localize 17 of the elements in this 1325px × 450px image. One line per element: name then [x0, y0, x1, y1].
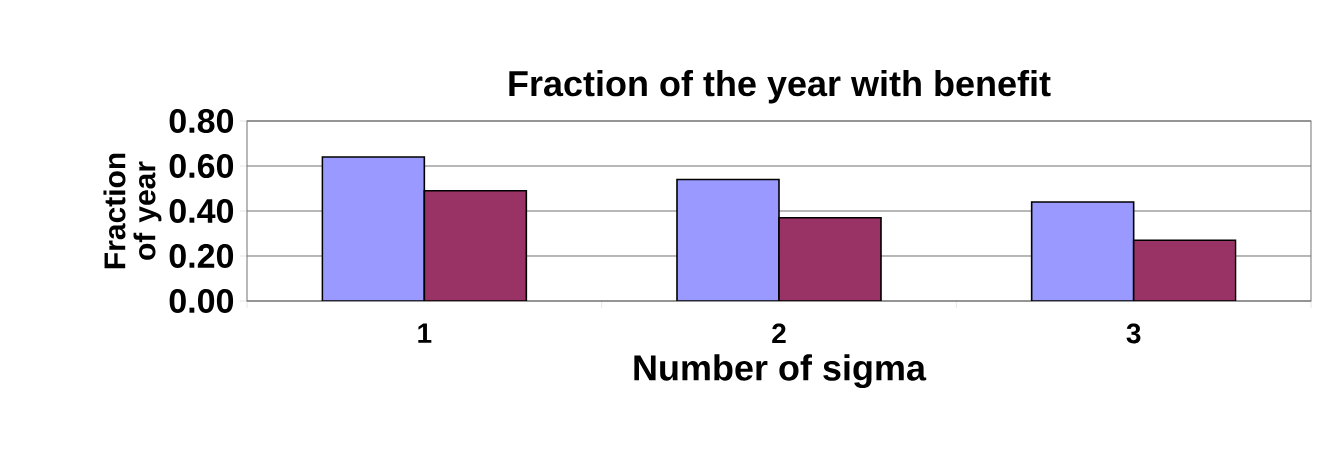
y-tick-label: 0.20	[169, 243, 234, 269]
y-axis-title: Fraction of year	[103, 153, 162, 269]
bar	[321, 156, 426, 301]
bar	[778, 216, 882, 301]
y-tick-label: 0.00	[169, 288, 234, 314]
bar	[676, 178, 780, 301]
x-tick-label: 1	[418, 323, 432, 343]
chart-title: Fraction of the year with benefit	[509, 69, 1051, 104]
bar	[423, 189, 528, 301]
x-tick-label: 3	[1126, 323, 1141, 344]
x-axis-title: Number of sigma	[634, 354, 927, 388]
y-tick-label: 0.40	[169, 198, 234, 224]
y-tick-label: 0.80	[169, 108, 234, 134]
bar	[1030, 201, 1135, 301]
bar	[1132, 239, 1237, 301]
x-tick-label: 2	[772, 323, 786, 344]
y-tick-label: 0.60	[169, 153, 234, 179]
